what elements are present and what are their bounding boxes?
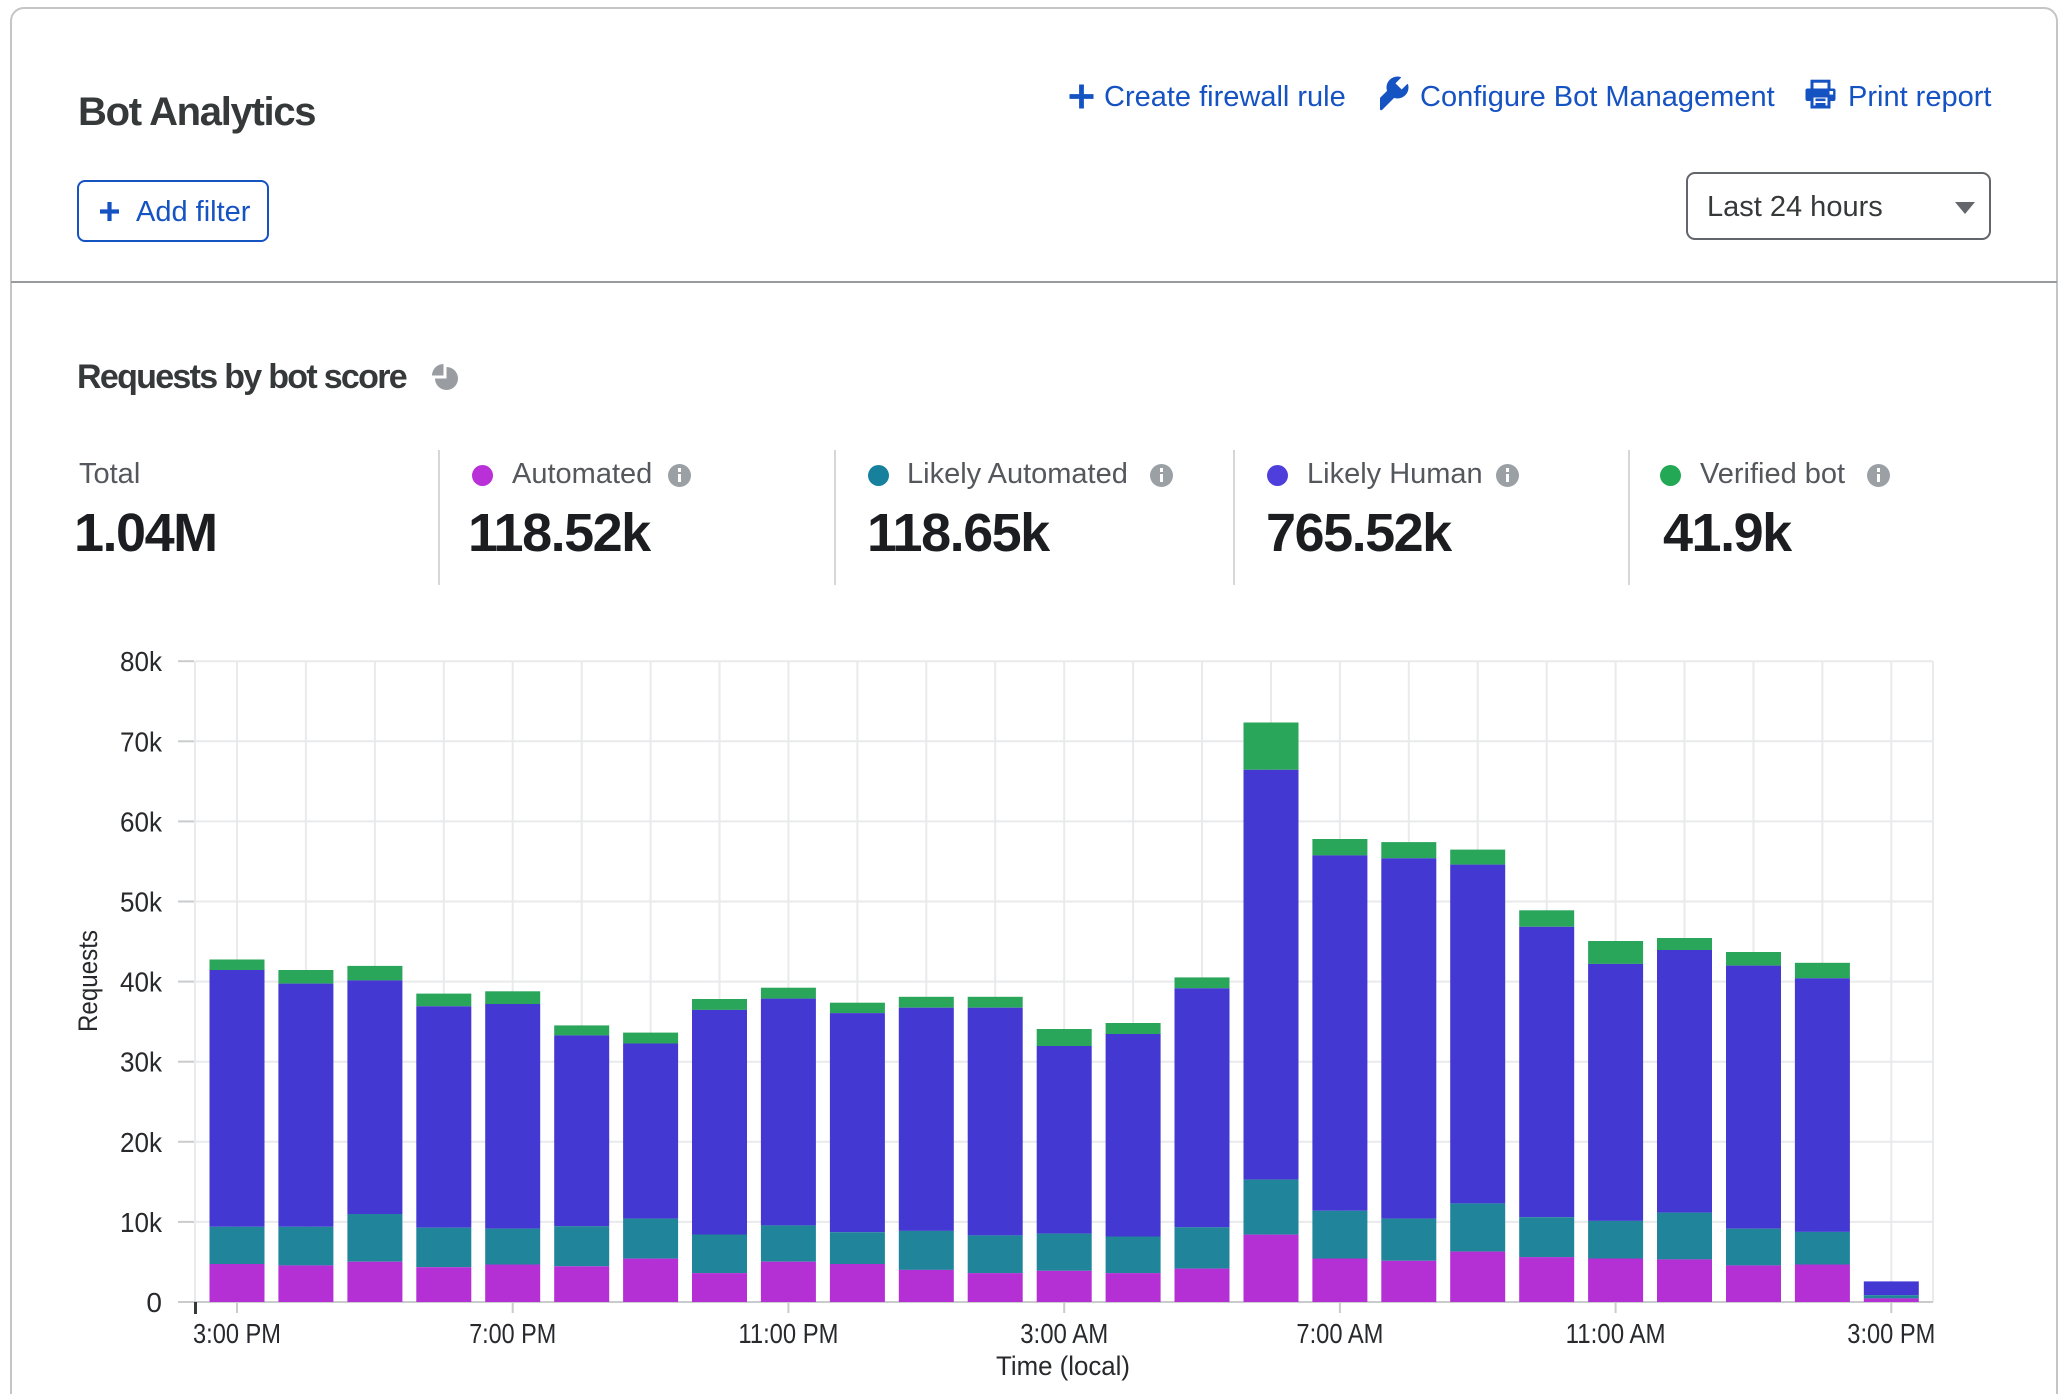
svg-text:70k: 70k [120, 726, 163, 757]
svg-text:3:00 AM: 3:00 AM [1020, 1318, 1108, 1349]
svg-text:11:00 AM: 11:00 AM [1566, 1318, 1666, 1349]
svg-text:60k: 60k [120, 806, 163, 837]
svg-text:0: 0 [146, 1287, 162, 1318]
svg-text:50k: 50k [120, 887, 163, 918]
svg-text:11:00 PM: 11:00 PM [738, 1318, 838, 1349]
svg-text:7:00 PM: 7:00 PM [469, 1318, 556, 1349]
svg-text:Requests: Requests [73, 930, 103, 1032]
svg-text:3:00 PM: 3:00 PM [1847, 1318, 1935, 1349]
svg-text:30k: 30k [120, 1047, 163, 1078]
svg-text:7:00 AM: 7:00 AM [1296, 1318, 1383, 1349]
svg-text:80k: 80k [120, 646, 163, 677]
svg-text:Time (local): Time (local) [996, 1351, 1130, 1381]
svg-text:20k: 20k [120, 1127, 163, 1158]
svg-text:40k: 40k [120, 967, 163, 998]
svg-text:10k: 10k [120, 1207, 163, 1238]
svg-text:3:00 PM: 3:00 PM [193, 1318, 281, 1349]
